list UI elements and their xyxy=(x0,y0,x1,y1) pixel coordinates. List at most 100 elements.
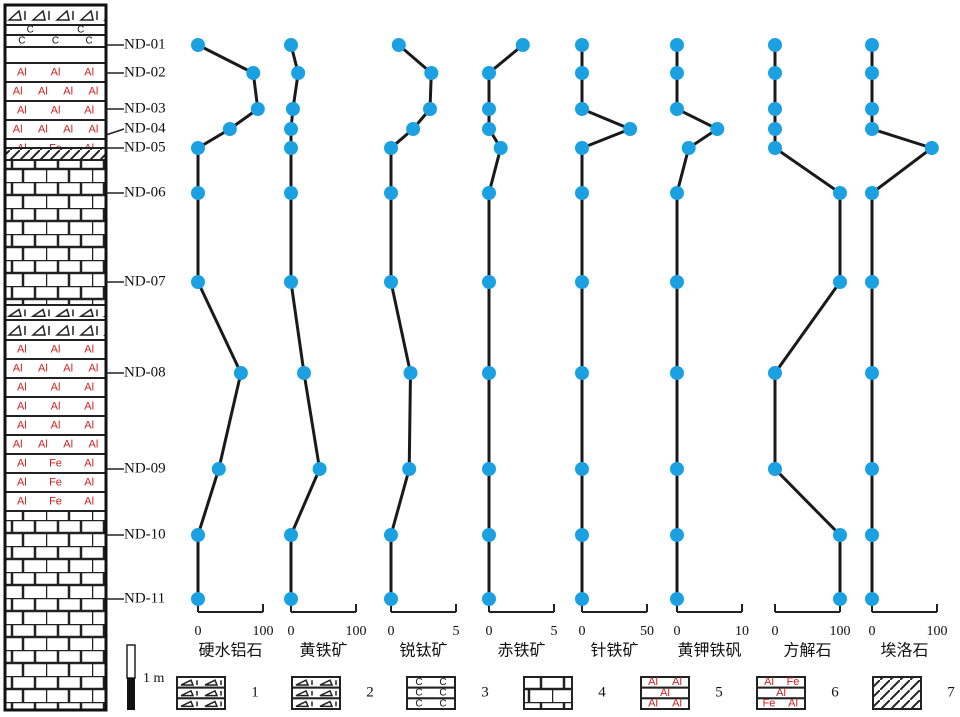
data-point xyxy=(623,122,638,136)
layer xyxy=(291,676,341,689)
panel-title: 埃洛石 xyxy=(880,642,928,660)
data-point xyxy=(670,66,684,80)
data-point xyxy=(403,366,418,380)
layer-symbol: Al xyxy=(63,438,73,450)
x-tick-label: 0 xyxy=(674,624,681,639)
data-point xyxy=(575,186,589,200)
layer xyxy=(406,676,456,689)
data-point xyxy=(222,122,237,136)
legend-label: 5 xyxy=(715,684,723,700)
data-point xyxy=(493,141,508,155)
x-tick-label: 0 xyxy=(772,624,779,639)
data-point xyxy=(297,366,311,380)
data-point xyxy=(768,38,782,52)
layer xyxy=(176,686,226,700)
data-point xyxy=(833,275,847,289)
data-point xyxy=(482,592,496,606)
x-tick-label: 100 xyxy=(253,624,274,639)
data-point xyxy=(482,366,496,380)
layer-symbol: C xyxy=(86,36,93,47)
triangle-symbol xyxy=(204,689,222,697)
layer-symbol: C xyxy=(439,677,446,688)
data-point xyxy=(191,38,205,52)
data-point xyxy=(710,122,725,136)
layer-symbol: Al xyxy=(88,438,98,450)
x-tick-label: 100 xyxy=(346,624,367,639)
data-point xyxy=(284,592,298,606)
legend-label: 3 xyxy=(481,684,489,700)
data-point xyxy=(575,275,589,289)
layer xyxy=(5,159,106,306)
data-point xyxy=(768,122,782,136)
layer-symbol: Al xyxy=(764,676,774,688)
sample-label: ND-05 xyxy=(124,139,166,155)
data-point xyxy=(670,186,684,200)
triangle-symbol xyxy=(319,689,337,697)
data-point xyxy=(384,592,398,606)
triangle-symbol xyxy=(180,679,198,686)
sample-label: ND-03 xyxy=(124,100,166,116)
data-point xyxy=(575,102,589,116)
layer-symbol: Al xyxy=(17,400,27,412)
layer xyxy=(756,697,806,710)
triangle-symbol xyxy=(204,700,222,708)
triangle-symbol xyxy=(295,679,313,686)
layer-symbol: Al xyxy=(672,698,682,710)
triangle-symbol xyxy=(79,324,98,336)
data-point xyxy=(575,462,589,476)
data-point xyxy=(424,66,439,80)
layer-symbol: Al xyxy=(84,343,94,355)
x-tick-label: 5 xyxy=(551,624,558,639)
data-point xyxy=(191,592,205,606)
layer-symbol: Al xyxy=(17,476,27,488)
layer-symbol: C xyxy=(439,688,446,699)
data-point xyxy=(402,462,417,476)
data-point xyxy=(515,38,530,52)
layer-symbol: Al xyxy=(13,123,23,135)
triangle-symbol xyxy=(295,689,313,697)
data-point xyxy=(284,122,298,136)
layer-symbol: C xyxy=(415,698,422,709)
layer-symbol: Al xyxy=(648,698,658,710)
data-point xyxy=(670,462,684,476)
layer-symbol: Al xyxy=(17,495,27,507)
panel-title: 硬水铝石 xyxy=(198,642,262,660)
data-point xyxy=(670,102,684,116)
layer-symbol: C xyxy=(18,36,25,47)
panel-title: 针铁矿 xyxy=(590,642,638,660)
data-point xyxy=(191,275,205,289)
sample-label: ND-02 xyxy=(124,64,166,80)
data-point xyxy=(191,528,205,542)
data-point xyxy=(670,366,684,380)
panel-title: 赤铁矿 xyxy=(497,642,545,660)
triangle-symbol xyxy=(7,324,26,336)
layer-symbol: Al xyxy=(660,687,670,699)
data-point xyxy=(681,141,696,155)
layer-symbol: Fe xyxy=(49,457,62,469)
data-point xyxy=(670,528,684,542)
triangle-symbol xyxy=(55,324,74,336)
layer-symbol: Al xyxy=(88,362,98,374)
x-tick-label: 100 xyxy=(830,624,851,639)
panel-title: 锐钛矿 xyxy=(399,642,447,660)
profile-line xyxy=(870,45,936,599)
triangle-symbol xyxy=(295,700,313,708)
legend-label: 1 xyxy=(251,684,259,700)
layer-symbol: Al xyxy=(84,457,94,469)
layer xyxy=(291,697,341,710)
x-tick-label: 10 xyxy=(735,624,749,639)
sample-leader xyxy=(105,128,125,136)
triangle-symbol xyxy=(30,308,50,317)
layer-symbol: Al xyxy=(17,457,27,469)
x-tick-label: 50 xyxy=(640,624,654,639)
data-point xyxy=(391,38,406,52)
data-point xyxy=(768,66,782,80)
data-point xyxy=(575,141,589,155)
data-point xyxy=(865,122,879,136)
layer-symbol: Al xyxy=(51,66,61,78)
legend-label: 4 xyxy=(598,684,606,700)
layer-symbol: Al xyxy=(38,438,48,450)
data-point xyxy=(865,38,879,52)
